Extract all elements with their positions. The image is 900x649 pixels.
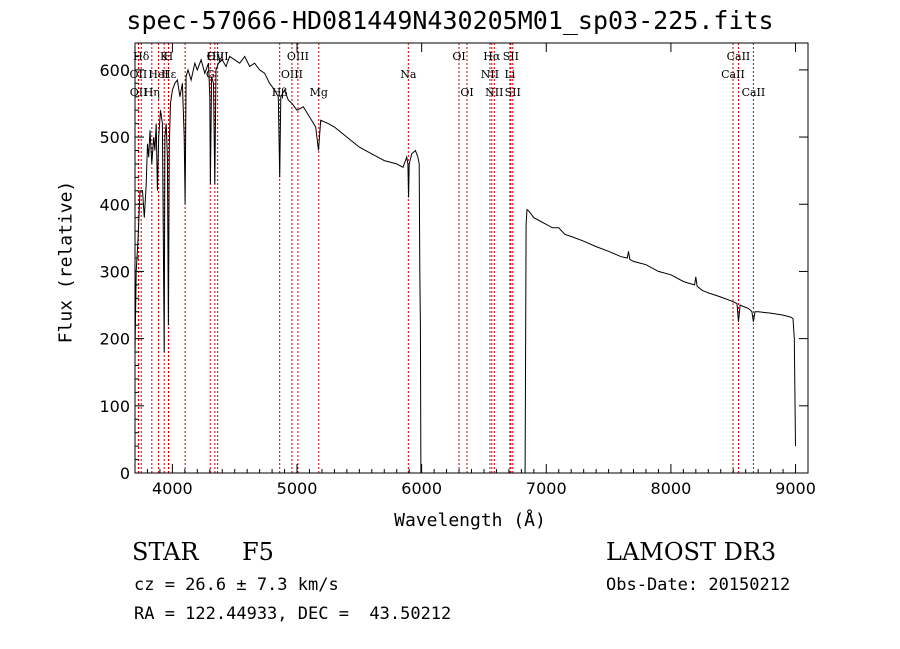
observation-date: Obs-Date: 20150212 (606, 575, 791, 595)
object-type: STAR (132, 538, 199, 566)
line-label-CaII-8498: CaII (721, 68, 745, 81)
y-tick-label: 600 (99, 61, 130, 80)
x-tick-label: 8000 (651, 479, 692, 498)
line-label-G-band: G (206, 68, 215, 81)
line-label-CaII-K: K (160, 50, 169, 63)
x-tick-label: 4000 (152, 479, 193, 498)
line-label-SII-6731: SII (505, 86, 521, 99)
survey-name: LAMOST DR3 (606, 538, 777, 566)
y-tick-label: 0 (120, 464, 130, 483)
line-label-H-alpha: Hα (483, 50, 501, 63)
y-tick-label: 400 (99, 195, 130, 214)
line-label-OII-3727: OII (130, 68, 148, 81)
line-label-OI-6364: OI (460, 86, 473, 99)
line-label-OII-b: OII (130, 86, 148, 99)
line-label-H-delta: Hδ (133, 50, 150, 63)
line-label-NII-6583: NII (485, 86, 503, 99)
line-label-CaII-H: H (164, 50, 174, 63)
line-label-OIII-5007: OIII (287, 50, 309, 63)
line-label-CaII-8542: CaII (727, 50, 751, 63)
line-label-OIII-4959: OIII (281, 68, 303, 81)
ra-dec-coordinates: RA = 122.44933, DEC = 43.50212 (134, 604, 452, 624)
y-tick-label: 200 (99, 330, 130, 349)
line-label-LiI: Li (504, 68, 515, 81)
x-tick-label: 6000 (401, 479, 442, 498)
x-tick-label: 5000 (277, 479, 318, 498)
x-tick-label: 9000 (775, 479, 816, 498)
y-tick-label: 500 (99, 128, 130, 147)
y-tick-label: 100 (99, 397, 130, 416)
line-label-NII-6548: NII (481, 68, 499, 81)
y-axis-label: Flux (relative) (55, 180, 77, 344)
line-label-OI-6300: OI (452, 50, 465, 63)
line-labels: Hδ KHOIIOIIHηHeIHεHγOIIIGHβOIIIOIIIMgNaOI… (130, 50, 766, 99)
redshift-velocity: cz = 26.6 ± 7.3 km/s (134, 575, 339, 595)
plot-frame (134, 42, 809, 474)
line-label-H-epsilon: Hε (161, 68, 177, 81)
x-axis-label: Wavelength (Å) (394, 510, 546, 531)
emission-line-markers (137, 43, 754, 473)
line-label-HeI: HeI (148, 68, 168, 81)
line-label-CaII-8662: CaII (742, 86, 766, 99)
spectrum-segment-2 (524, 208, 796, 474)
spectral-subclass: F5 (242, 538, 274, 566)
line-label-SII-6716: SII (503, 50, 519, 63)
line-label-OIII-4363: OIII (207, 50, 229, 63)
line-label-H-eta: Hη (144, 86, 160, 99)
y-tick-label: 300 (99, 262, 130, 281)
axis-ticks: 4000 5000 6000 7000 8000 9000 0 100 200 300 400 500… (99, 43, 816, 498)
spectrum-series (134, 55, 796, 474)
spectrum-segment-1 (134, 55, 422, 474)
chart-title: spec-57066-HD081449N430205M01_sp03-225.f… (126, 6, 774, 35)
line-label-H-beta: Hβ (272, 86, 288, 99)
line-label-MgI: Mg (310, 86, 328, 99)
line-label-NaI: Na (400, 68, 417, 81)
x-tick-label: 7000 (526, 479, 567, 498)
line-label-H-gamma: Hγ (207, 50, 224, 63)
